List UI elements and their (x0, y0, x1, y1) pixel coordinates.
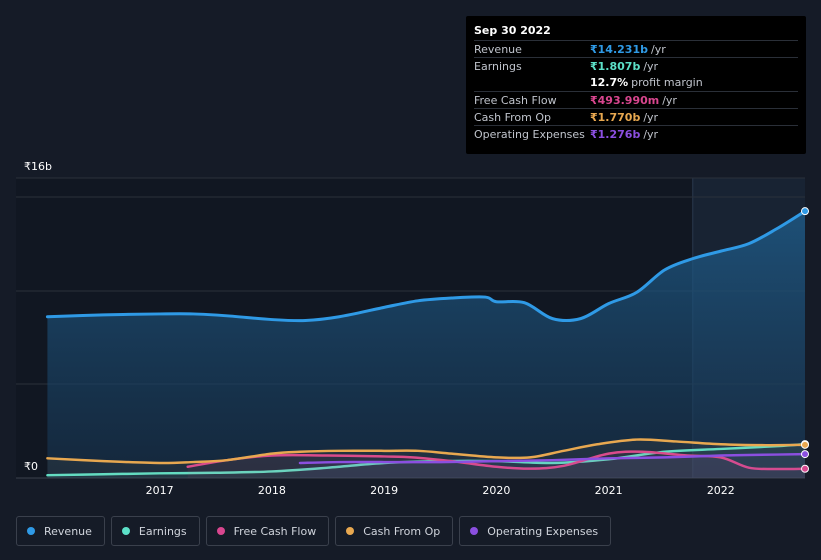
legend-label: Revenue (44, 524, 92, 538)
tooltip-row: Earnings ₹1.807b/yr (474, 57, 798, 74)
x-tick-label: 2019 (370, 484, 398, 497)
tooltip-row-unit: /yr (643, 110, 659, 124)
y-tick-label: ₹0 (24, 460, 38, 473)
tooltip-row-unit: /yr (662, 93, 677, 107)
tooltip-row-value: 12.7% (590, 76, 629, 89)
series-line-cash-from-op (46, 438, 807, 465)
tooltip-row-value: ₹493.990m (590, 93, 660, 107)
tooltip-row: Cash From Op ₹1.770b/yr (474, 108, 798, 125)
tooltip-row-label: Cash From Op (474, 110, 552, 124)
tooltip-row: Free Cash Flow ₹493.990m/yr (474, 91, 798, 108)
legend-label: Cash From Op (363, 524, 441, 538)
financial-chart: ₹16b ₹0 2017 2018 2019 2020 2021 2022 (16, 160, 809, 497)
series-line-free-cash-flow (186, 450, 807, 471)
legend-label: Free Cash Flow (233, 524, 317, 538)
legend-dot-icon (121, 527, 130, 535)
x-tick-label: 2022 (707, 484, 735, 497)
legend-label: Earnings (138, 524, 187, 538)
tooltip-row: Revenue ₹14.231b/yr (474, 40, 798, 57)
series-line-revenue (45, 209, 807, 323)
series-area-revenue (47, 211, 806, 478)
x-tick-label: 2021 (595, 484, 623, 497)
tooltip-row-value: ₹1.276b (590, 127, 641, 141)
series-line-operating-expenses (298, 452, 807, 465)
y-tick-label: ₹16b (24, 160, 52, 173)
series-endpoint-free-cash-flow (801, 464, 809, 473)
tooltip-row-unit: profit margin (631, 76, 703, 89)
legend-item-revenue[interactable]: Revenue (16, 516, 105, 546)
legend-dot-icon (27, 527, 35, 535)
series-fill-cash-from-op (47, 439, 806, 478)
x-tick-label: 2017 (146, 484, 174, 497)
tooltip-row-unit: /yr (650, 42, 666, 56)
chart-legend: Revenue Earnings Free Cash Flow Cash From O… (16, 516, 612, 546)
tooltip-row-unit: /yr (643, 59, 659, 73)
tooltip-row-value: ₹14.231b (590, 42, 648, 56)
data-tooltip: Sep 30 2022 Revenue ₹14.231b/yr Earnings ₹1… (466, 16, 806, 154)
tooltip-row: 12.7% profit margin (474, 74, 798, 91)
series-endpoint-cash-from-op (801, 440, 809, 449)
tooltip-row-unit: /yr (643, 127, 659, 141)
series-fill-earnings (47, 444, 806, 478)
series-fill-operating-expenses (299, 454, 805, 478)
legend-item-earnings[interactable]: Earnings (110, 516, 200, 546)
x-tick-label: 2018 (258, 484, 286, 497)
legend-item-cash-from-op[interactable]: Cash From Op (335, 516, 454, 546)
legend-label: Operating Expenses (487, 524, 599, 538)
tooltip-row: Operating Expenses ₹1.276b/yr (474, 125, 798, 142)
x-tick-label: 2020 (482, 484, 510, 497)
legend-item-free-cash-flow[interactable]: Free Cash Flow (205, 516, 330, 546)
tooltip-row-label: Free Cash Flow (474, 93, 557, 107)
tooltip-row-value: ₹1.807b (590, 59, 641, 73)
series-endpoint-revenue (801, 207, 809, 216)
tooltip-row-label: Revenue (474, 42, 522, 56)
tooltip-row-label: Earnings (474, 59, 522, 73)
legend-item-operating-expenses[interactable]: Operating Expenses (459, 516, 612, 546)
tooltip-row-label: Operating Expenses (474, 127, 585, 141)
tooltip-row-value: ₹1.770b (590, 110, 641, 124)
tooltip-date: Sep 30 2022 (474, 24, 551, 37)
legend-dot-icon (216, 527, 225, 535)
series-endpoint-operating-expenses (801, 450, 809, 459)
legend-dot-icon (346, 527, 355, 535)
legend-dot-icon (470, 527, 479, 535)
